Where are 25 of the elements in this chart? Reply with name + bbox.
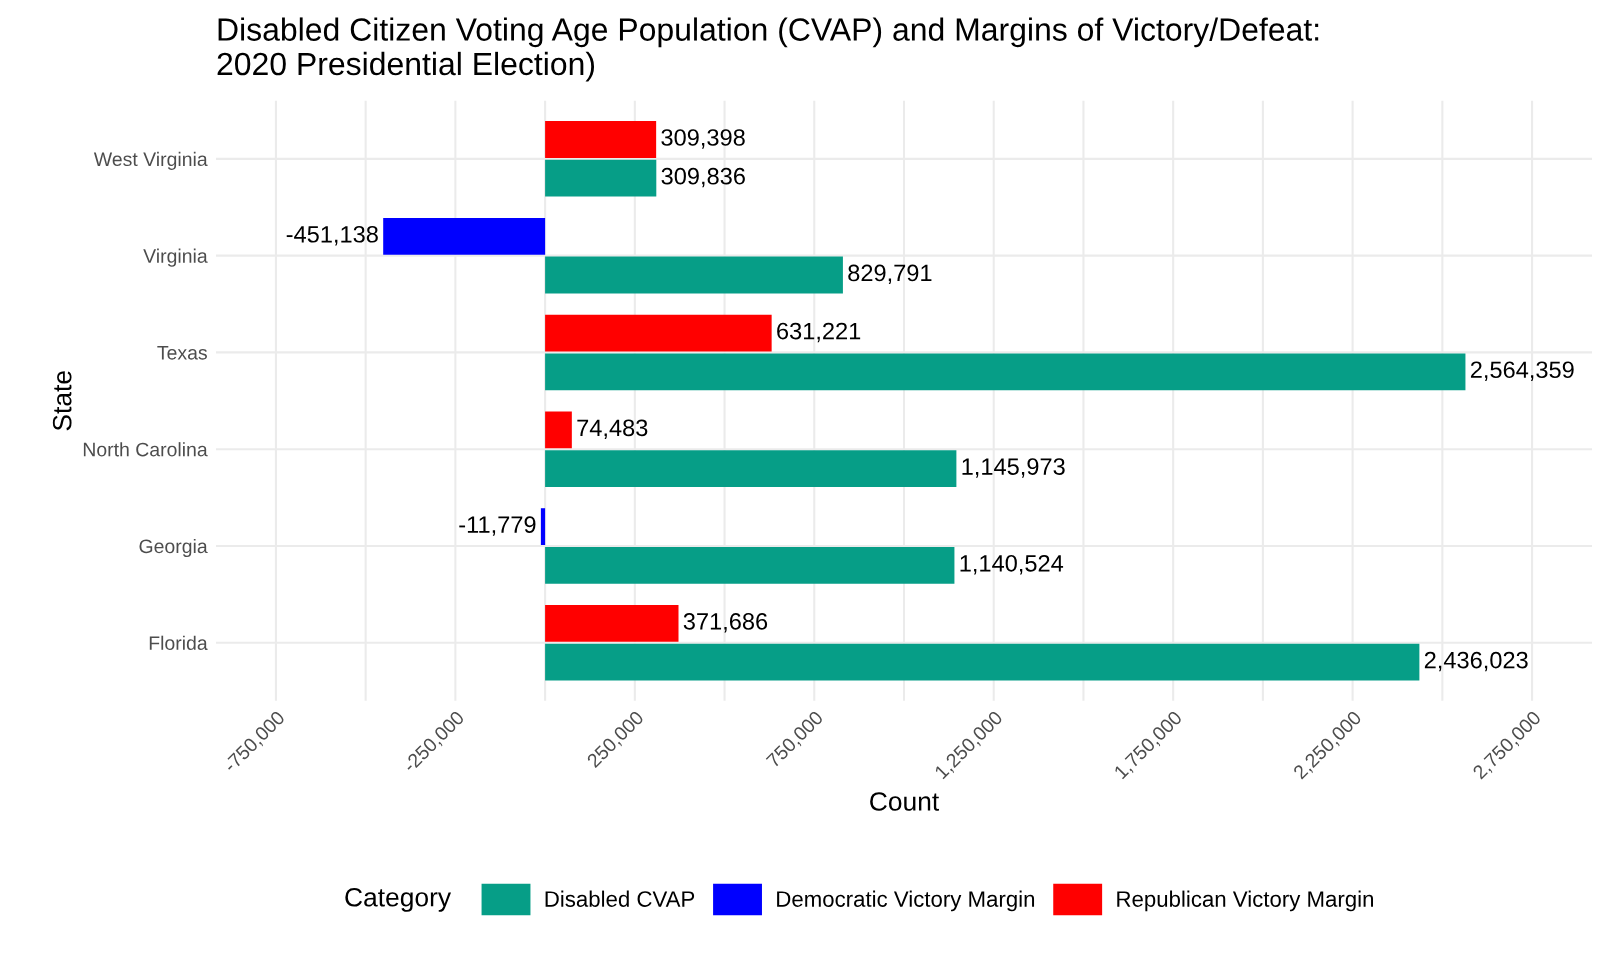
data-label: 631,221 — [777, 322, 861, 343]
data-label: 309,836 — [661, 167, 745, 188]
y-axis-title: State — [52, 371, 72, 431]
data-label: 309,398 — [661, 129, 745, 149]
y-tick-label: Virginia — [143, 248, 208, 267]
x-axis-title: Count — [870, 792, 940, 811]
data-label: 74,483 — [577, 419, 648, 439]
data-label: -451,138 — [286, 225, 378, 246]
chart-title: Disabled Citizen Voting Age Population (CVAP) and Margins of Victory/Defeat: 2020 Presidential Election) — [217, 17, 1319, 82]
legend-title: Category — [345, 887, 452, 912]
data-label: -11,779 — [459, 516, 536, 536]
y-tick-label: West Virginia — [93, 151, 208, 170]
y-tick-label: Georgia — [139, 538, 208, 558]
data-label: 2,436,023 — [1424, 651, 1528, 672]
data-label: 1,145,973 — [962, 458, 1065, 478]
data-label: 2,564,359 — [1470, 361, 1574, 381]
y-tick-label: Florida — [149, 635, 208, 650]
y-tick-label: Texas — [157, 346, 207, 360]
data-label: 829,791 — [848, 264, 932, 285]
legend-label: Republican Victory Margin — [1117, 890, 1374, 912]
data-label: 371,686 — [683, 613, 768, 633]
data-label: 1,140,524 — [960, 554, 1064, 575]
legend-label: Democratic Victory Margin — [777, 890, 1035, 912]
legend-label: Disabled CVAP — [545, 890, 695, 907]
y-tick-label: North Carolina — [83, 442, 208, 457]
